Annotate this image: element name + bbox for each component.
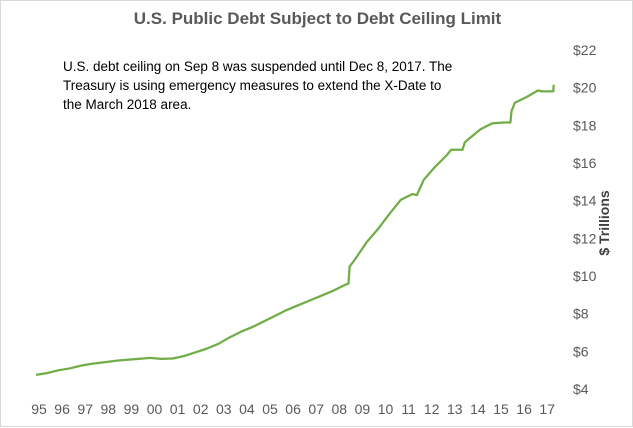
chart-annotation: U.S. debt ceiling on Sep 8 was suspended…	[63, 57, 483, 114]
chart-title: U.S. Public Debt Subject to Debt Ceiling…	[133, 9, 502, 28]
x-tick-label: 01	[170, 401, 186, 417]
x-tick-label: 09	[355, 401, 371, 417]
x-tick-label: 06	[285, 401, 301, 417]
x-tick-label: 13	[447, 401, 463, 417]
x-tick-label: 15	[493, 401, 509, 417]
x-tick-label: 95	[31, 401, 47, 417]
x-tick-label: 00	[147, 401, 163, 417]
x-tick-label: 07	[308, 401, 324, 417]
x-tick-label: 10	[378, 401, 394, 417]
x-tick-label: 03	[216, 401, 232, 417]
x-tick-label: 16	[516, 401, 532, 417]
y-tick-label: $8	[573, 306, 589, 322]
x-tick-label: 97	[77, 401, 93, 417]
x-tick-label: 08	[332, 401, 348, 417]
y-tick-label: $10	[573, 268, 597, 284]
annotation-line-3: the March 2018 area.	[63, 97, 192, 112]
x-tick-label: 05	[262, 401, 278, 417]
y-tick-label: $18	[573, 117, 597, 133]
x-tick-label: 17	[539, 401, 555, 417]
x-tick-label: 04	[239, 401, 255, 417]
x-tick-label: 02	[193, 401, 209, 417]
annotation-line-2: Treasury is using emergency measures to …	[63, 78, 442, 93]
annotation-line-1: U.S. debt ceiling on Sep 8 was suspended…	[63, 59, 453, 74]
y-tick-label: $12	[573, 230, 597, 246]
y-tick-label: $20	[573, 80, 597, 96]
y-tick-label: $16	[573, 155, 597, 171]
y-tick-label: $14	[573, 193, 597, 209]
x-tick-label: 96	[54, 401, 70, 417]
x-tick-label: 14	[470, 401, 486, 417]
x-tick-label: 12	[424, 401, 440, 417]
debt-series-line	[35, 84, 555, 377]
x-tick-label: 11	[401, 401, 416, 417]
x-tick-label: 98	[101, 401, 117, 417]
y-tick-label: $4	[573, 381, 589, 397]
y-tick-label: $22	[573, 42, 597, 58]
x-tick-label: 99	[124, 401, 140, 417]
y-tick-label: $6	[573, 343, 589, 359]
